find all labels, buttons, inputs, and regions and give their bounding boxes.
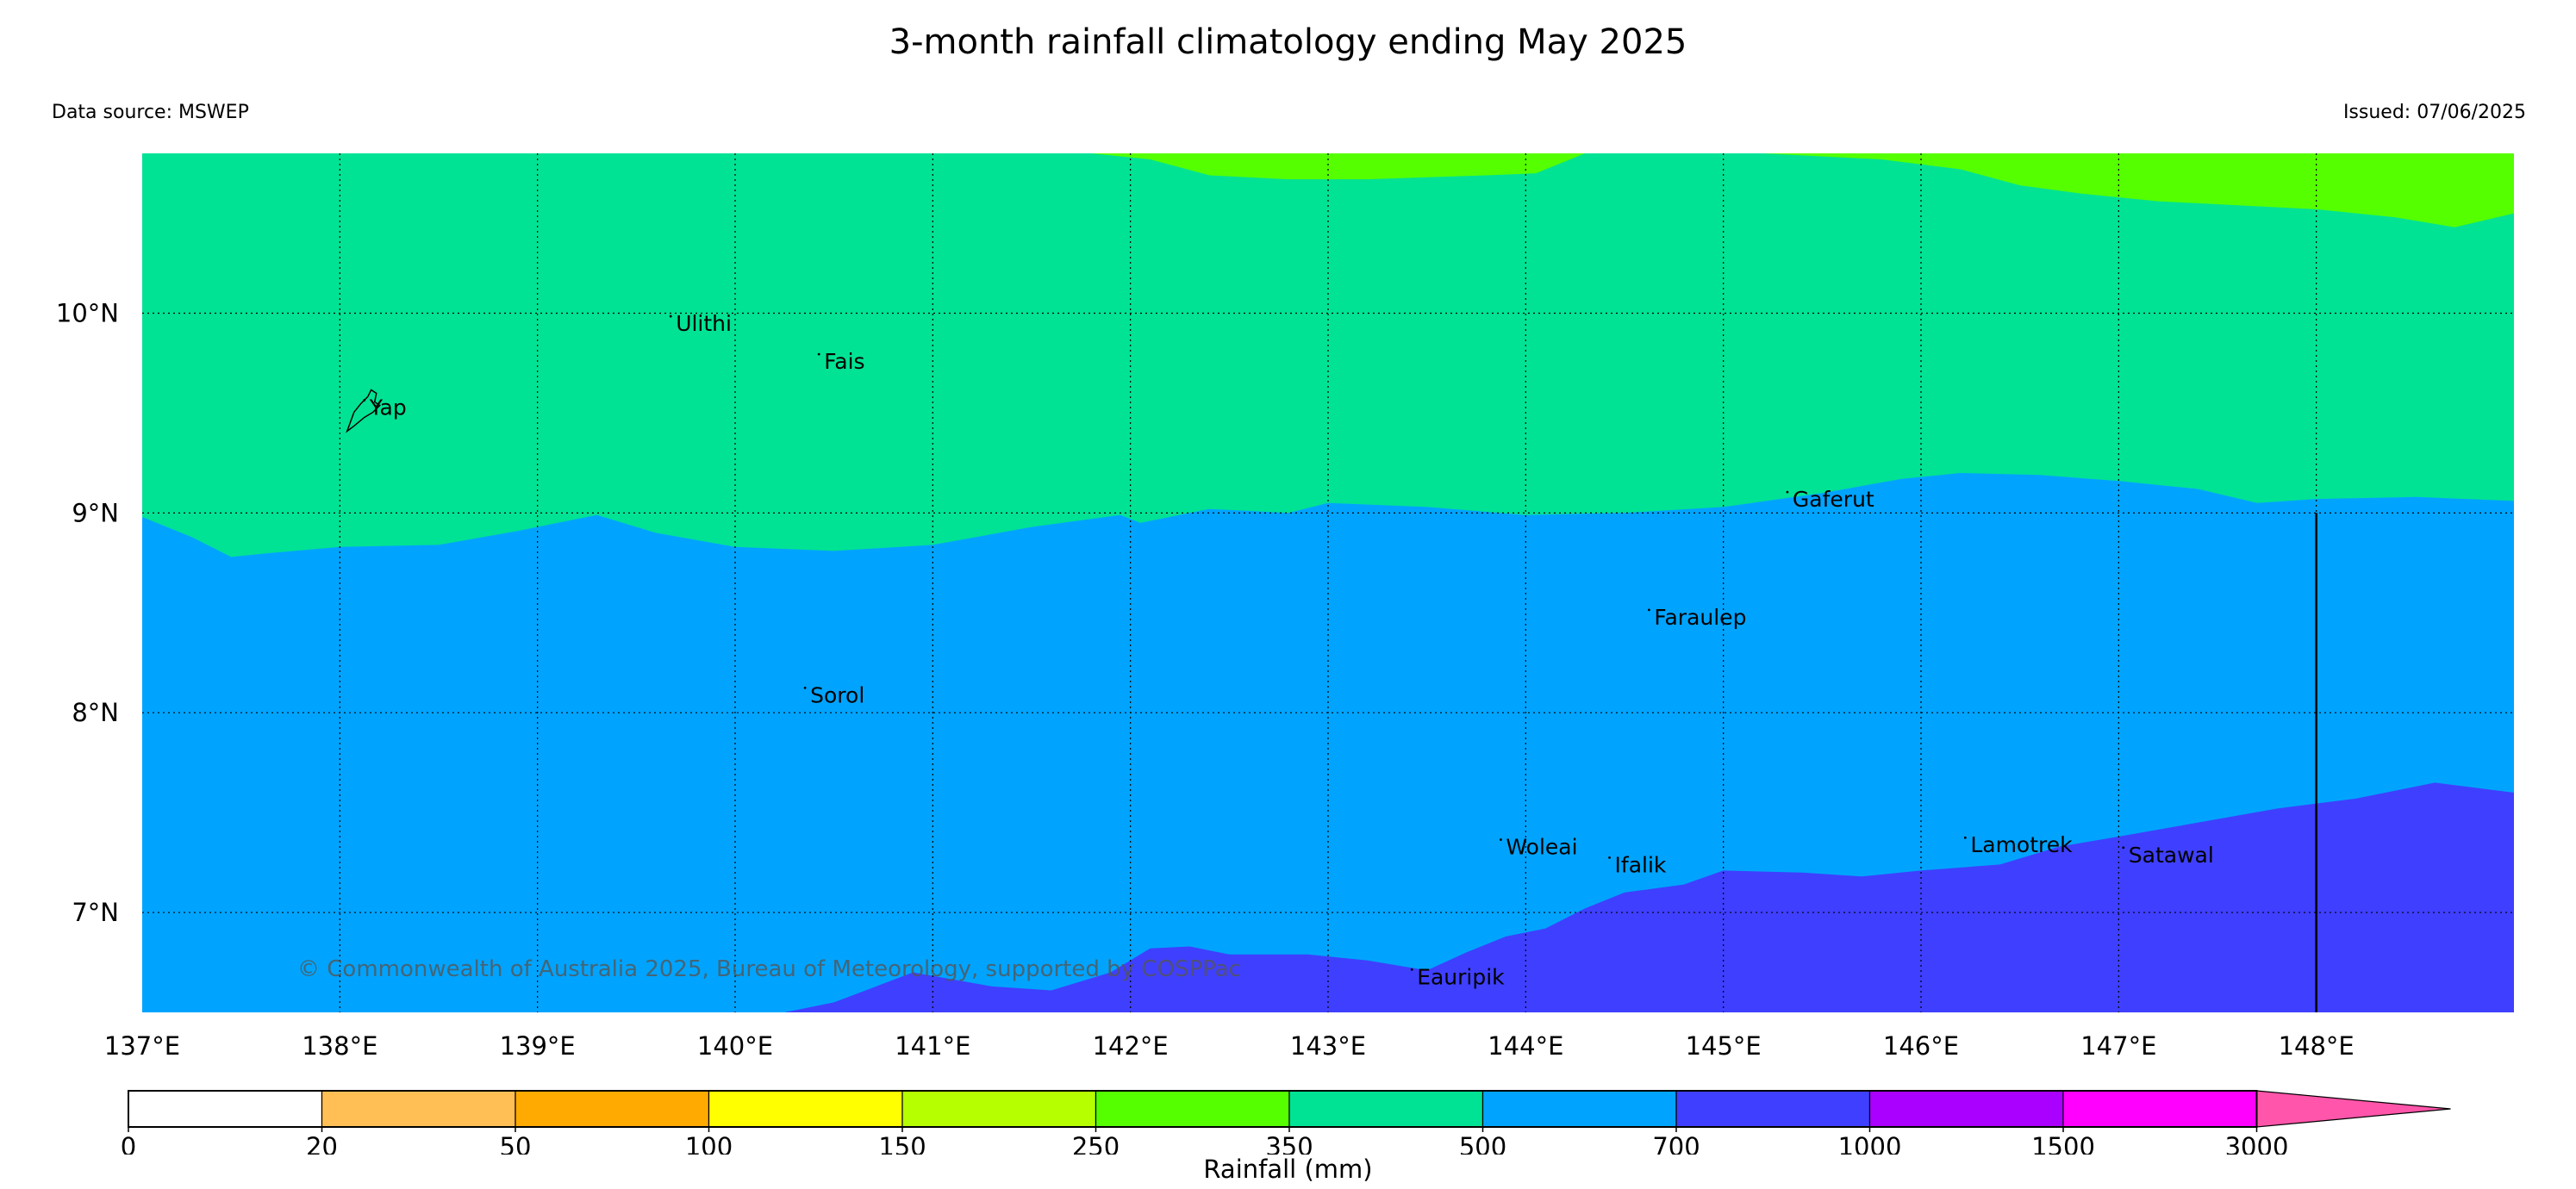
lon-tick-label: 139°E xyxy=(500,1031,576,1061)
place-label-faraulep: Faraulep xyxy=(1654,605,1746,630)
island-marker xyxy=(1608,856,1611,859)
colorbar-outline xyxy=(128,1090,2258,1128)
colorbar-tick-label: 250 xyxy=(1072,1132,1120,1155)
band-700-1000-region xyxy=(784,782,2514,1012)
lon-tick-label: 137°E xyxy=(104,1031,180,1061)
lon-tick-label: 138°E xyxy=(302,1031,377,1061)
island-marker xyxy=(1410,968,1413,971)
island-marker xyxy=(1500,838,1502,841)
lon-tick-label: 148°E xyxy=(2279,1031,2355,1061)
lat-tick-label: 9°N xyxy=(72,498,119,527)
data-source-note: Data source: MSWEP xyxy=(52,102,249,123)
colorbar-segment xyxy=(1095,1090,1290,1128)
colorbar-tick-label: 0 xyxy=(121,1132,136,1155)
place-label-yap: Yap xyxy=(369,395,407,420)
map-title: 3-month rainfall climatology ending May … xyxy=(889,22,1687,62)
lon-tick-label: 142°E xyxy=(1093,1031,1169,1061)
island-marker xyxy=(2122,846,2125,850)
colorbar-tick-label: 20 xyxy=(306,1132,338,1155)
colorbar-label: Rainfall (mm) xyxy=(1203,1155,1373,1184)
colorbar-tick-label: 700 xyxy=(1652,1132,1700,1155)
colorbar-segment xyxy=(708,1090,903,1128)
colorbar-segment xyxy=(1675,1090,1871,1128)
place-label-eauripik: Eauripik xyxy=(1417,964,1505,989)
lon-tick-label: 140°E xyxy=(697,1031,773,1061)
place-label-ulithi: Ulithi xyxy=(676,311,732,336)
island-marker xyxy=(1963,836,1967,839)
island-marker xyxy=(669,314,672,318)
island-marker xyxy=(817,352,820,356)
place-label-gaferut: Gaferut xyxy=(1793,487,1874,512)
copyright-text: © Commonwealth of Australia 2025, Bureau… xyxy=(297,956,1241,982)
rainfall-map[interactable]: 137°E 138°E 139°E 140°E 141°E 142°E 143°E 144°E… xyxy=(0,0,2576,1086)
place-label-sorol: Sorol xyxy=(810,682,864,707)
island-marker xyxy=(803,686,807,689)
colorbar-tick-label: 500 xyxy=(1459,1132,1506,1155)
place-label-lamotrek: Lamotrek xyxy=(1970,832,2073,857)
place-label-ifalik: Ifalik xyxy=(1615,852,1667,877)
lon-tick-label: 147°E xyxy=(2080,1031,2156,1061)
colorbar-tick-label: 350 xyxy=(1265,1132,1313,1155)
colorbar-segment xyxy=(128,1090,323,1128)
island-marker xyxy=(1648,608,1650,612)
colorbar-tick-label: 50 xyxy=(500,1132,532,1155)
place-label-fais: Fais xyxy=(824,349,864,374)
colorbar-tick-label: 1500 xyxy=(2031,1132,2095,1155)
lon-tick-label: 145°E xyxy=(1686,1031,1762,1061)
colorbar-extend-arrow xyxy=(2255,1090,2451,1128)
colorbar-segment xyxy=(901,1090,1097,1128)
lat-tick-label: 10°N xyxy=(56,298,119,327)
lat-tick-label: 7°N xyxy=(72,898,119,927)
yap-island-outline xyxy=(346,389,381,433)
colorbar-tick-label: 1000 xyxy=(1838,1132,1902,1155)
lon-tick-label: 141°E xyxy=(895,1031,970,1061)
lon-tick-label: 143°E xyxy=(1290,1031,1366,1061)
lon-tick-label: 144°E xyxy=(1488,1031,1563,1061)
lon-tick-label: 146°E xyxy=(1883,1031,1959,1061)
colorbar-segment xyxy=(1868,1090,2064,1128)
place-label-satawal: Satawal xyxy=(2129,843,2214,868)
colorbar-tick-label: 150 xyxy=(878,1132,926,1155)
island-marker xyxy=(363,399,366,402)
island-marker xyxy=(1786,490,1789,494)
colorbar-segment xyxy=(1481,1090,1677,1128)
colorbar-tick-label: 100 xyxy=(685,1132,733,1155)
place-label-woleai: Woleai xyxy=(1506,835,1577,860)
colorbar-tick-label: 3000 xyxy=(2225,1132,2289,1155)
colorbar-segment xyxy=(515,1090,710,1128)
issued-date: Issued: 07/06/2025 xyxy=(2342,102,2526,123)
lat-tick-label: 8°N xyxy=(72,698,119,727)
band-250-350-region xyxy=(1090,153,2514,227)
colorbar-segment xyxy=(321,1090,516,1128)
colorbar-segment xyxy=(1288,1090,1484,1128)
colorbar-segment xyxy=(2062,1090,2258,1128)
